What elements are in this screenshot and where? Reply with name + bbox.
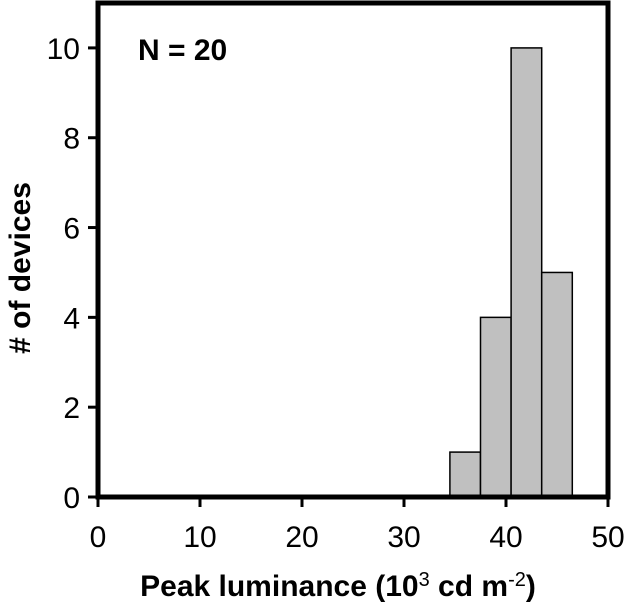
x-axis-title-end: ) <box>526 570 536 603</box>
x-tick-label-5: 50 <box>591 521 624 554</box>
y-tick-label-5: 10 <box>47 33 80 66</box>
x-tick-label-2: 20 <box>285 521 318 554</box>
histogram-bar-3 <box>542 272 573 497</box>
x-tick-label-3: 30 <box>387 521 420 554</box>
y-tick-label-0: 0 <box>63 482 80 515</box>
x-tick-label-1: 10 <box>183 521 216 554</box>
x-axis-title-sup2: -2 <box>508 569 526 591</box>
x-axis-title-sup: 3 <box>419 569 430 591</box>
histogram-bar-2 <box>511 48 542 497</box>
x-axis-title: Peak luminance (103 cd m-2) <box>140 569 536 603</box>
x-axis-title-main: Peak luminance (10 <box>140 570 418 603</box>
histogram-bar-0 <box>450 452 481 497</box>
x-tick-label-4: 40 <box>489 521 522 554</box>
sample-size-annotation: N = 20 <box>138 34 227 67</box>
y-tick-label-3: 6 <box>63 213 80 246</box>
y-tick-label-1: 2 <box>63 392 80 425</box>
bars-layer <box>450 48 572 497</box>
y-axis-title: # of devices <box>4 182 37 354</box>
y-tick-label-4: 8 <box>63 123 80 156</box>
x-tick-label-0: 0 <box>90 521 107 554</box>
x-axis-title-mid: cd m <box>430 570 508 603</box>
y-tick-label-2: 4 <box>63 302 80 335</box>
histogram-bar-1 <box>481 317 512 497</box>
